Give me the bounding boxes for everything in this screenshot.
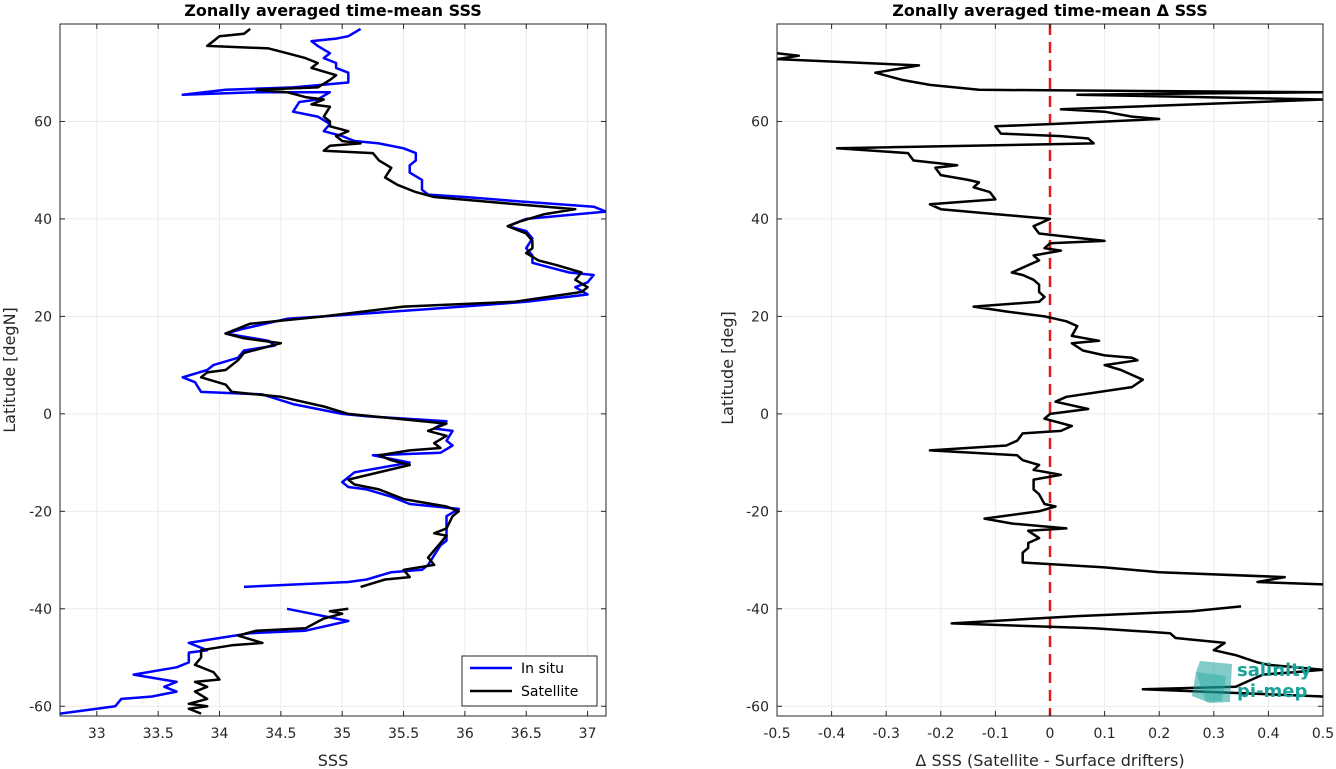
left-x-tick-label: 34.5 bbox=[265, 726, 296, 742]
right-x-tick-label: 0.2 bbox=[1148, 726, 1170, 742]
left-chart-title: Zonally averaged time-mean SSS bbox=[184, 1, 482, 20]
right-y-tick-label: 20 bbox=[751, 309, 769, 325]
left-x-tick-label: 37 bbox=[579, 726, 597, 742]
left-y-tick-label: 40 bbox=[34, 212, 52, 228]
right-chart-title: Zonally averaged time-mean Δ SSS bbox=[892, 1, 1208, 20]
right-y-tick-label: 0 bbox=[760, 407, 769, 423]
right-x-tick-label: 0 bbox=[1046, 726, 1055, 742]
right-x-tick-label: 0.3 bbox=[1203, 726, 1225, 742]
legend-box bbox=[461, 655, 598, 707]
right-y-tick-label: -20 bbox=[746, 504, 769, 520]
right-x-tick-label: 0.4 bbox=[1257, 726, 1279, 742]
right-x-tick-label: -0.1 bbox=[982, 726, 1009, 742]
left-y-tick-label: -20 bbox=[29, 504, 52, 520]
right-x-tick-label: 0.5 bbox=[1312, 726, 1334, 742]
legend: In situ Satellite bbox=[461, 655, 598, 707]
left-x-tick-label: 35.5 bbox=[388, 726, 419, 742]
legend-label-satellite: Satellite bbox=[521, 684, 578, 700]
left-y-tick-label: -60 bbox=[29, 699, 52, 715]
left-x-tick-label: 36.5 bbox=[511, 726, 542, 742]
series-right bbox=[777, 51, 1323, 698]
right-x-tick-label: -0.3 bbox=[873, 726, 900, 742]
logo-mark bbox=[1192, 661, 1232, 703]
left-y-tick-label: 20 bbox=[34, 309, 52, 325]
axes-box-left bbox=[59, 23, 607, 717]
plot-area-left bbox=[60, 24, 606, 716]
sss-panel: 33 33.5 34 34.5 35 35.5 36 36.5 37 -60 -40 -20 0 20 40… bbox=[0, 1, 607, 769]
series-left bbox=[60, 27, 606, 715]
right-x-tick-label: 0.1 bbox=[1093, 726, 1115, 742]
delta-sss-panel: salinity pi-mep -0.5 -0.4 -0.3 -0.2 -0.1 0 0.1… bbox=[718, 1, 1334, 769]
right-y-axis-label: Latitude [deg] bbox=[718, 311, 737, 425]
right-x-tick-label: -0.2 bbox=[927, 726, 954, 742]
salinity-pi-mep-logo: salinity pi-mep bbox=[1192, 660, 1312, 703]
left-x-tick-label: 33 bbox=[88, 726, 106, 742]
legend-label-in-situ: In situ bbox=[521, 661, 564, 677]
right-series-line-delta-sss bbox=[777, 51, 1323, 698]
left-y-tick-label: 60 bbox=[34, 114, 52, 130]
left-series-line-in-situ bbox=[60, 27, 606, 715]
ticks-right: -0.5 -0.4 -0.3 -0.2 -0.1 0 0.1 0.2 0.3 0.4 0.5 -60 -… bbox=[746, 24, 1334, 742]
left-series-line-satellite bbox=[187, 27, 589, 715]
right-y-tick-label: -40 bbox=[746, 602, 769, 618]
left-x-tick-label: 35 bbox=[333, 726, 351, 742]
right-y-tick-label: 60 bbox=[751, 114, 769, 130]
left-x-axis-label: SSS bbox=[318, 751, 348, 769]
right-x-tick-label: -0.4 bbox=[818, 726, 845, 742]
logo-mark-inner bbox=[1196, 672, 1226, 702]
left-x-tick-label: 33.5 bbox=[143, 726, 174, 742]
left-x-tick-label: 34 bbox=[211, 726, 229, 742]
right-x-axis-label: Δ SSS (Satellite - Surface drifters) bbox=[915, 751, 1184, 769]
logo-text-line2: pi-mep bbox=[1237, 681, 1307, 702]
left-y-tick-label: -40 bbox=[29, 602, 52, 618]
left-y-axis-label: Latitude [degN] bbox=[0, 307, 19, 433]
right-x-tick-label: -0.5 bbox=[763, 726, 790, 742]
ticks-left: 33 33.5 34 34.5 35 35.5 36 36.5 37 -60 -40 -20 0 20 40… bbox=[29, 24, 606, 742]
left-y-tick-label: 0 bbox=[43, 407, 52, 423]
right-y-tick-label: 40 bbox=[751, 212, 769, 228]
logo-text-line1: salinity bbox=[1237, 660, 1312, 681]
left-x-tick-label: 36 bbox=[456, 726, 474, 742]
right-y-tick-label: -60 bbox=[746, 699, 769, 715]
